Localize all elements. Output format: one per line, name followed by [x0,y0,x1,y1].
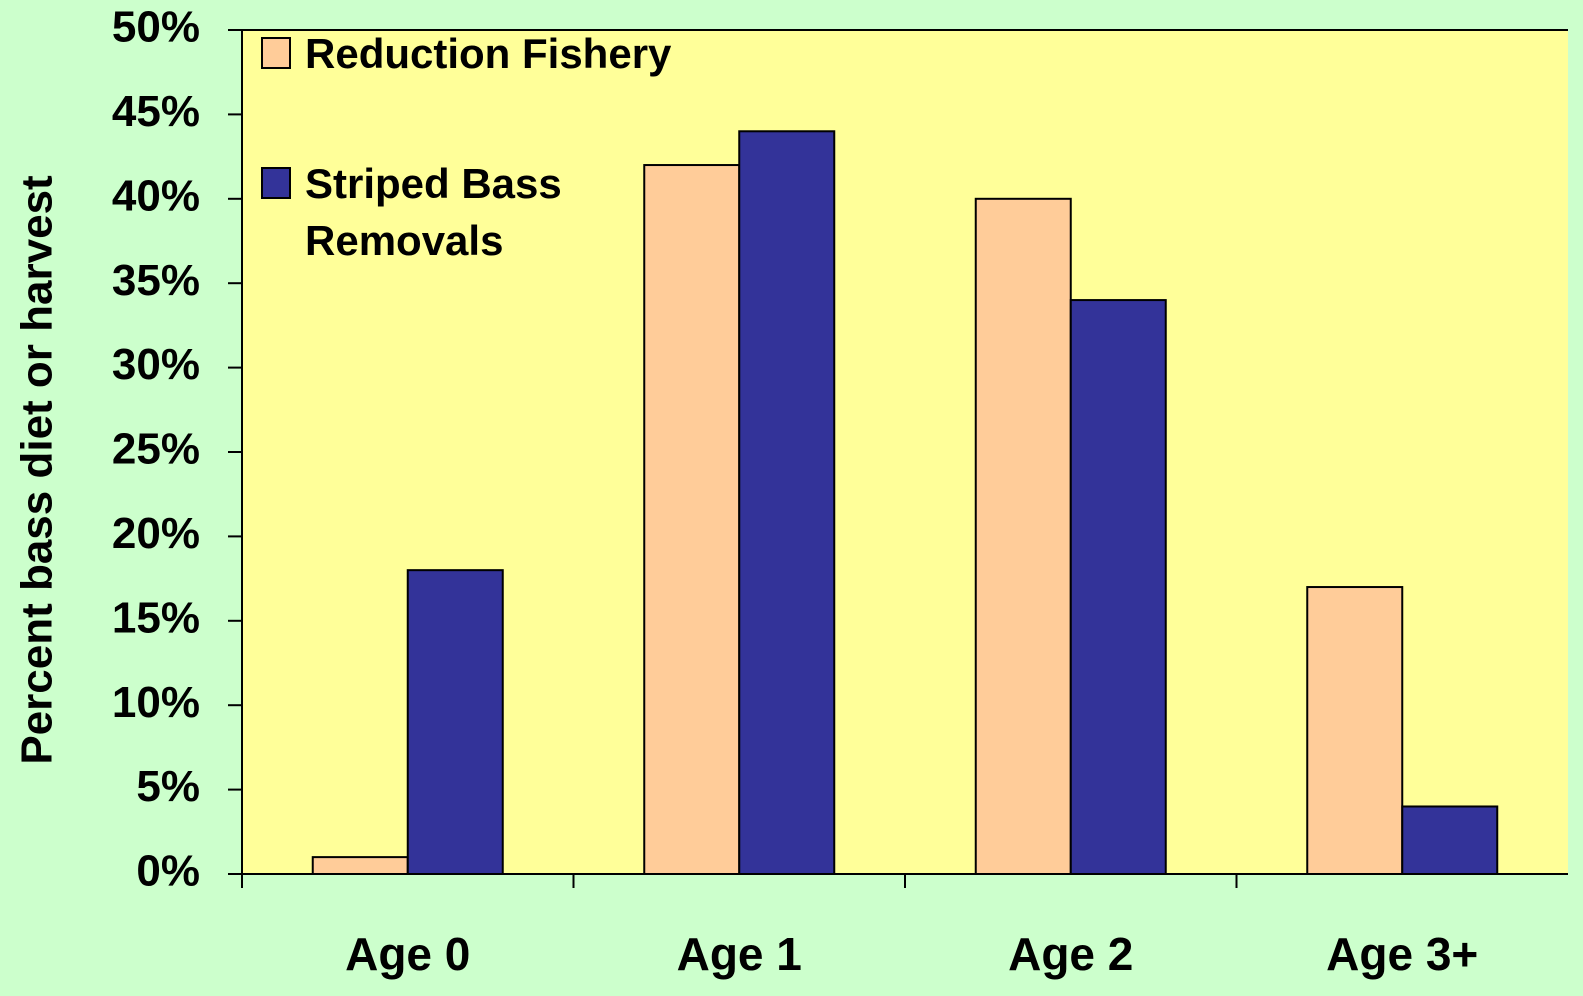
y-tick-label: 50% [112,3,200,52]
bar [406,569,504,875]
x-tick-label: Age 2 [1008,928,1133,980]
y-tick-label: 15% [112,593,200,642]
legend-swatch [261,37,291,69]
bar [1069,299,1167,875]
y-tick-label: 35% [112,256,200,305]
y-tick-label: 5% [136,762,200,811]
bar [974,197,1072,876]
legend-swatch [261,167,291,199]
y-axis-title: Percent bass diet or harvest [13,175,62,765]
y-tick-label: 45% [112,87,200,136]
x-tick-label: Age 0 [345,928,470,980]
bar [738,130,836,875]
x-tick-label: Age 1 [677,928,802,980]
bar [643,164,741,876]
y-tick-label: 0% [136,847,200,896]
legend-label: Striped Bass Removals [305,160,562,264]
legend-label: Reduction Fishery [305,30,672,77]
bar [1401,805,1499,875]
bar [1306,586,1404,875]
x-tick-label: Age 3+ [1326,928,1478,980]
bar [311,856,409,875]
y-tick-label: 10% [112,678,200,727]
y-tick-label: 25% [112,425,200,474]
y-tick-label: 20% [112,509,200,558]
y-tick-label: 40% [112,171,200,220]
y-tick-label: 30% [112,340,200,389]
